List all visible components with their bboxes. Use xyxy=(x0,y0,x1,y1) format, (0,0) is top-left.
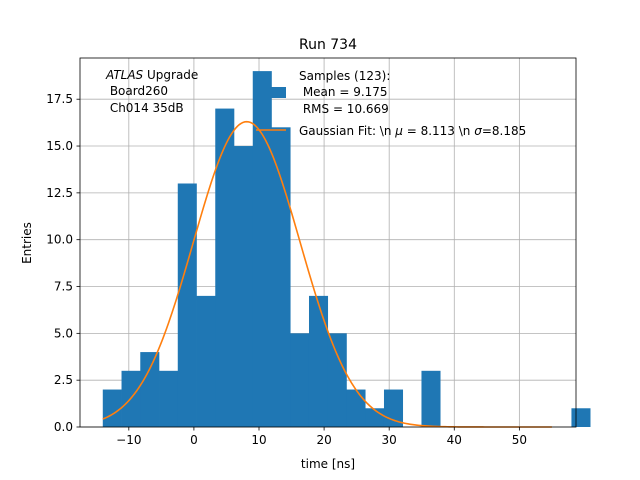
legend-fit-mu-symbol: μ xyxy=(394,124,403,138)
x-tick-label: 30 xyxy=(382,433,397,447)
x-axis-ticks: −10 0 10 20 30 40 50 xyxy=(116,427,527,447)
y-tick-label: 0.0 xyxy=(54,420,73,434)
atlas-annotation: ATLAS Upgrade Board260 Ch014 35dB xyxy=(105,68,198,115)
histogram-bar xyxy=(365,408,385,427)
histogram-bar xyxy=(271,127,291,427)
histogram-bar xyxy=(102,389,122,427)
x-tick-label: 40 xyxy=(447,433,462,447)
x-tick-label: 50 xyxy=(512,433,527,447)
legend-histogram-line-1: Samples (123): xyxy=(299,69,390,83)
chart-title: Run 734 xyxy=(299,37,357,53)
histogram-bar xyxy=(196,295,216,427)
legend-histogram-line-2: Mean = 9.175 xyxy=(299,85,388,99)
y-tick-label: 10.0 xyxy=(46,233,73,247)
y-tick-label: 5.0 xyxy=(54,326,73,340)
legend: Samples (123): Mean = 9.175 RMS = 10.669… xyxy=(256,69,526,138)
x-tick-label: 10 xyxy=(251,433,266,447)
legend-fit-sigma-symbol: σ xyxy=(474,124,482,138)
y-axis-label: Entries xyxy=(20,222,34,264)
legend-fit-sigma-value: =8.185 xyxy=(482,124,526,138)
histogram-bar xyxy=(234,146,254,428)
histogram-bar xyxy=(571,408,591,427)
histogram-bar xyxy=(327,333,347,427)
histogram-bar xyxy=(346,389,366,427)
x-tick-label: 20 xyxy=(316,433,331,447)
histogram-bar xyxy=(140,352,160,427)
annotation-upgrade: Upgrade xyxy=(143,68,198,82)
x-tick-label: −10 xyxy=(116,433,141,447)
annotation-line-2: Board260 xyxy=(106,84,168,98)
histogram-bar xyxy=(159,370,179,427)
legend-fit-label: Gaussian Fit: \n μ = 8.113 \n σ=8.185 xyxy=(299,124,526,138)
y-tick-label: 15.0 xyxy=(46,139,73,153)
y-tick-label: 7.5 xyxy=(54,280,73,294)
histogram-bar xyxy=(177,183,197,427)
histogram-bar xyxy=(252,71,272,428)
y-axis-ticks: 0.0 2.5 5.0 7.5 10.0 12.5 15.0 17.5 xyxy=(46,92,80,434)
annotation-experiment: ATLAS xyxy=(105,68,144,82)
histogram-bar xyxy=(421,370,441,427)
legend-fit-mu-value: = 8.113 \n xyxy=(403,124,474,138)
histogram-bar xyxy=(308,295,329,427)
x-axis-label: time [ns] xyxy=(301,457,355,471)
y-tick-label: 2.5 xyxy=(54,373,73,387)
legend-histogram-line-3: RMS = 10.669 xyxy=(299,102,389,116)
annotation-line-3: Ch014 35dB xyxy=(106,101,184,115)
histogram-bar xyxy=(290,333,310,427)
legend-histogram-swatch xyxy=(256,87,286,98)
plot-frame xyxy=(79,57,577,428)
x-tick-label: 0 xyxy=(190,433,198,447)
y-tick-label: 17.5 xyxy=(46,92,73,106)
histogram-bar xyxy=(215,108,235,427)
y-tick-label: 12.5 xyxy=(46,186,73,200)
legend-fit-prefix: Gaussian Fit: \n xyxy=(299,124,395,138)
annotation-line-1: ATLAS Upgrade xyxy=(105,68,198,82)
